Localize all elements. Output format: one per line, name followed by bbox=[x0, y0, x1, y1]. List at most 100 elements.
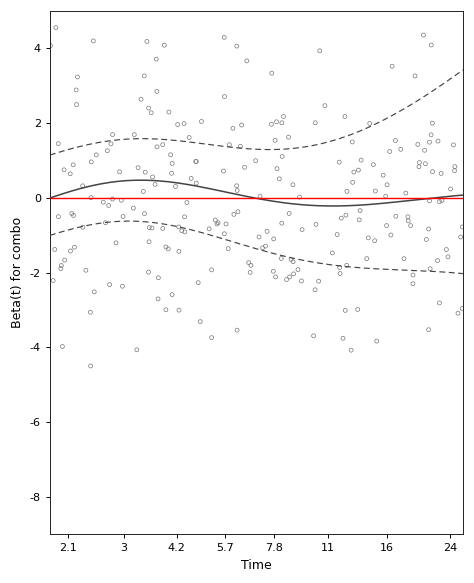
Point bbox=[404, 212, 412, 222]
Point bbox=[57, 264, 64, 273]
Point bbox=[451, 162, 459, 171]
Point bbox=[168, 159, 176, 168]
Point bbox=[458, 304, 466, 313]
Point bbox=[354, 305, 362, 314]
Point bbox=[289, 257, 297, 266]
Point bbox=[273, 164, 281, 173]
Point bbox=[165, 107, 173, 117]
Point bbox=[421, 159, 429, 168]
Point bbox=[148, 223, 156, 233]
Point bbox=[402, 188, 410, 198]
Point bbox=[168, 290, 176, 299]
Point bbox=[458, 222, 466, 231]
Point bbox=[164, 244, 172, 254]
Point bbox=[450, 141, 457, 150]
Point bbox=[87, 193, 95, 202]
Point bbox=[436, 298, 443, 308]
Point bbox=[289, 180, 297, 189]
Point bbox=[226, 140, 233, 149]
Point bbox=[328, 248, 336, 258]
Point bbox=[196, 317, 204, 326]
Point bbox=[107, 139, 115, 149]
Point bbox=[233, 186, 241, 195]
Point bbox=[273, 117, 280, 127]
Point bbox=[140, 71, 148, 80]
Point bbox=[365, 233, 372, 243]
Point bbox=[428, 118, 436, 128]
Point bbox=[341, 112, 349, 121]
Point bbox=[233, 325, 241, 335]
Point bbox=[168, 168, 175, 178]
Point bbox=[208, 333, 216, 342]
Point bbox=[222, 219, 230, 229]
Point bbox=[270, 266, 277, 276]
Point bbox=[100, 198, 107, 207]
Point bbox=[363, 254, 371, 264]
Point bbox=[421, 146, 428, 155]
Point bbox=[161, 41, 168, 50]
Point bbox=[237, 142, 244, 151]
Point bbox=[425, 224, 432, 234]
Point bbox=[286, 272, 293, 282]
Point bbox=[71, 243, 78, 252]
Point bbox=[278, 219, 285, 228]
Point bbox=[373, 336, 381, 346]
Point bbox=[371, 236, 378, 245]
Point bbox=[109, 130, 117, 139]
Point bbox=[147, 108, 155, 117]
X-axis label: Time: Time bbox=[241, 559, 272, 572]
Point bbox=[454, 308, 462, 318]
Point bbox=[106, 280, 113, 289]
Point bbox=[443, 245, 450, 254]
Point bbox=[268, 120, 275, 129]
Point bbox=[387, 230, 395, 240]
Point bbox=[82, 266, 90, 275]
Point bbox=[356, 215, 363, 224]
Point bbox=[426, 138, 433, 147]
Point bbox=[311, 118, 319, 128]
Point bbox=[73, 85, 80, 94]
Point bbox=[370, 160, 377, 169]
Point bbox=[105, 201, 112, 210]
Point bbox=[183, 198, 191, 207]
Point bbox=[213, 219, 221, 229]
Point bbox=[268, 69, 275, 78]
Point bbox=[241, 163, 248, 172]
Point bbox=[259, 243, 266, 252]
Point bbox=[55, 139, 62, 148]
Point bbox=[333, 230, 341, 239]
Point bbox=[192, 178, 200, 188]
Point bbox=[337, 213, 345, 223]
Point bbox=[102, 218, 109, 227]
Point bbox=[146, 223, 153, 232]
Point bbox=[224, 244, 232, 253]
Point bbox=[349, 178, 356, 187]
Point bbox=[67, 246, 74, 255]
Point bbox=[234, 207, 242, 216]
Point bbox=[192, 157, 200, 166]
Point bbox=[271, 136, 279, 145]
Point bbox=[55, 212, 62, 222]
Point bbox=[407, 221, 414, 230]
Point bbox=[379, 170, 387, 180]
Point bbox=[404, 216, 412, 226]
Point bbox=[60, 165, 68, 174]
Point bbox=[298, 225, 306, 234]
Point bbox=[119, 212, 127, 221]
Point bbox=[88, 157, 95, 167]
Point bbox=[316, 46, 323, 55]
Point bbox=[285, 209, 293, 218]
Point bbox=[57, 261, 65, 270]
Point bbox=[68, 209, 75, 218]
Point bbox=[180, 119, 188, 128]
Point bbox=[343, 261, 350, 270]
Point bbox=[192, 157, 200, 166]
Point bbox=[451, 166, 458, 175]
Point bbox=[181, 212, 188, 222]
Point bbox=[342, 210, 350, 220]
Point bbox=[400, 254, 408, 264]
Point bbox=[294, 265, 302, 274]
Point bbox=[428, 130, 435, 139]
Point bbox=[311, 285, 319, 294]
Point bbox=[221, 92, 228, 101]
